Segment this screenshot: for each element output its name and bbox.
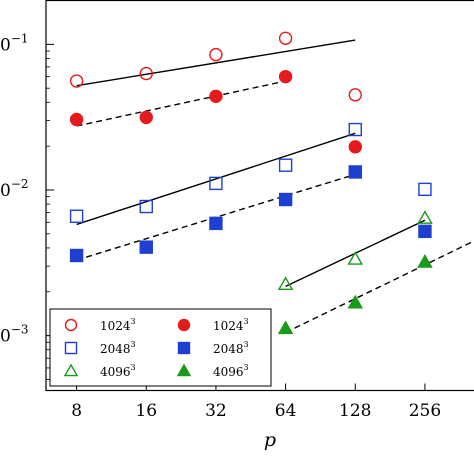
x-tick-label-32: 32 [205, 401, 227, 421]
marker-circle-none-1024-p16 [139, 66, 153, 81]
x-tick-label-16: 16 [135, 401, 157, 421]
legend-marker-circle-none-1024 [64, 318, 78, 332]
marker-square-solid-2048-p128 [348, 165, 362, 179]
data-markers [69, 31, 433, 335]
marker-triangle-solid-4096-p128 [347, 294, 364, 309]
legend-label-4096-solid: 40963 [213, 363, 249, 379]
marker-triangle-none-4096-p256 [417, 210, 433, 224]
x-tick-label-8: 8 [71, 401, 82, 421]
fit-line-1-solid [76, 39, 356, 87]
legend-marker-square-none-2048 [64, 341, 78, 355]
fit-line-6-dashed [285, 240, 474, 334]
legend-label-2048-solid: 20483 [213, 340, 249, 356]
marker-square-solid-2048-p8 [69, 248, 84, 263]
legend-label-2048-none: 20483 [100, 340, 136, 356]
legend-box [49, 308, 272, 387]
y-tick-label-1: 0−2 [0, 177, 29, 201]
marker-triangle-solid-4096-p256 [417, 254, 433, 268]
marker-square-none-2048-p64 [278, 158, 293, 172]
fit-line-2-dashed [76, 80, 286, 127]
marker-square-none-2048-p8 [69, 209, 84, 223]
marker-circle-solid-1024-p32 [209, 89, 223, 103]
marker-square-none-2048-p16 [139, 199, 153, 214]
marker-circle-solid-1024-p8 [69, 112, 84, 127]
marker-triangle-none-4096-p128 [347, 251, 364, 265]
legend-label-1024-solid: 10243 [213, 317, 249, 333]
marker-square-solid-2048-p32 [209, 216, 223, 231]
legend-marker-triangle-none-4096 [63, 363, 79, 377]
marker-triangle-solid-4096-p64 [277, 320, 294, 335]
fit-lines [76, 39, 474, 334]
marker-square-none-2048-p128 [348, 122, 362, 137]
y-tick-label-2: 0−3 [0, 323, 29, 347]
legend-marker-circle-solid-1024 [177, 318, 191, 332]
marker-square-solid-2048-p64 [278, 192, 293, 207]
axes-frame [45, 0, 474, 392]
ticks: 8 16 32 64 128 256 0−1 0−2 0−3 [0, 0, 441, 421]
marker-square-solid-2048-p256 [418, 224, 432, 239]
marker-square-none-2048-p32 [209, 176, 223, 191]
x-tick-label-128: 128 [339, 401, 371, 421]
marker-circle-solid-1024-p64 [278, 69, 293, 84]
fit-line-3-solid [76, 132, 356, 226]
marker-triangle-none-4096-p64 [277, 276, 294, 290]
x-tick-label-256: 256 [409, 401, 441, 421]
marker-circle-none-1024-p64 [278, 31, 293, 46]
marker-circle-none-1024-p128 [348, 88, 362, 102]
x-axis-label: p [264, 429, 276, 451]
marker-square-solid-2048-p16 [139, 240, 153, 254]
y-tick-label-0: 0−1 [0, 31, 29, 55]
x-tick-label-64: 64 [275, 401, 297, 421]
legend-label-1024-none: 10243 [100, 317, 136, 333]
legend-marker-square-solid-2048 [177, 341, 191, 355]
marker-circle-solid-1024-p16 [139, 110, 153, 125]
legend-label-4096-none: 40963 [100, 363, 136, 379]
marker-circle-solid-1024-p128 [348, 140, 362, 154]
marker-circle-none-1024-p32 [209, 47, 223, 62]
marker-circle-none-1024-p8 [69, 74, 84, 88]
marker-square-none-2048-p256 [418, 182, 432, 197]
legend-marker-triangle-solid-4096 [176, 363, 192, 377]
legend: 10243 20483 40963 10243 20483 40963 [49, 308, 272, 387]
